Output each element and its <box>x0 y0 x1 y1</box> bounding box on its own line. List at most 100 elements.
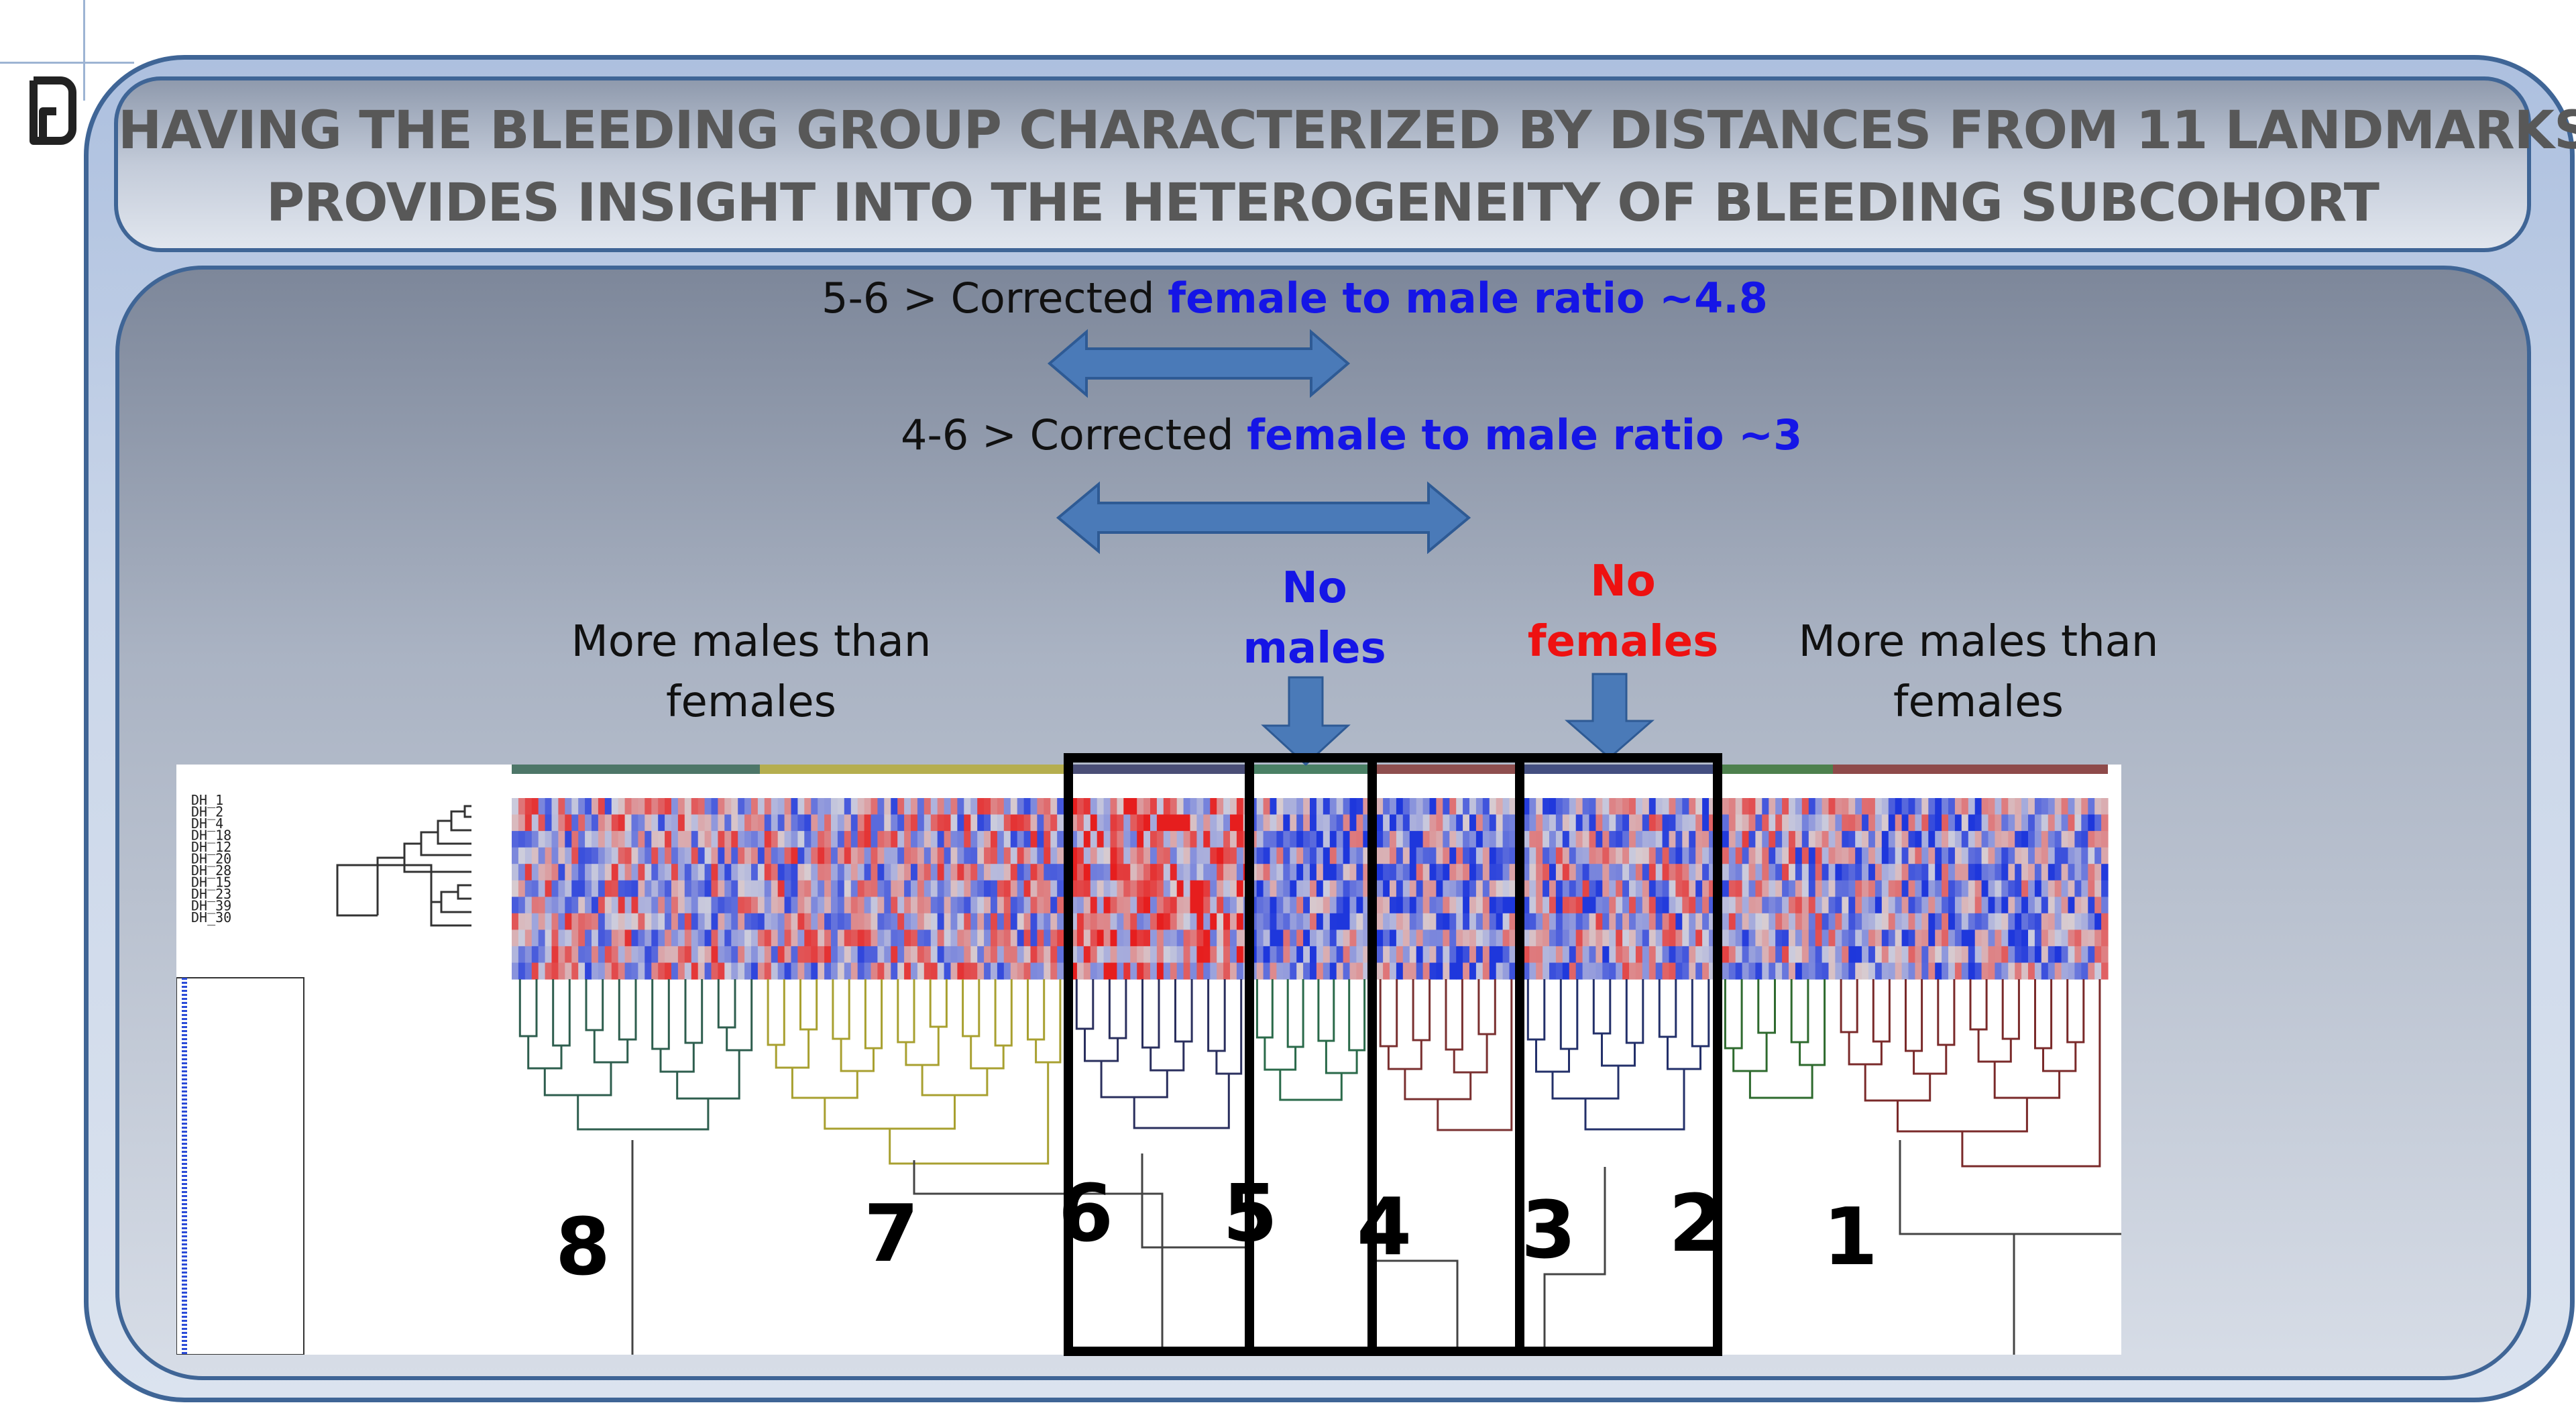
heatmap-cell <box>538 847 546 864</box>
heatmap-cell <box>585 929 592 947</box>
heatmap-cell <box>1463 962 1470 980</box>
heatmap-cell <box>1722 946 1730 963</box>
heatmap-cell <box>604 946 612 963</box>
heatmap-cell <box>2088 798 2095 815</box>
heatmap-cell <box>645 864 652 881</box>
row-label: DH_12 <box>191 839 231 855</box>
heatmap-cell <box>665 946 672 963</box>
heatmap-cell <box>1709 864 1716 881</box>
heatmap-cell <box>1137 913 1144 930</box>
heatmap-cell <box>1815 814 1823 832</box>
heatmap-cell <box>1176 847 1184 864</box>
heatmap-cell <box>611 798 619 815</box>
heatmap-cell <box>1862 929 1869 947</box>
heatmap-cell <box>1748 946 1756 963</box>
heatmap-cell <box>1921 798 1929 815</box>
heatmap-cell <box>1848 913 1856 930</box>
heatmap-cell <box>592 798 599 815</box>
heatmap-cell <box>791 814 798 832</box>
heatmap-cell <box>1196 946 1204 963</box>
heatmap-cell <box>1648 831 1657 848</box>
heatmap-cell <box>1954 962 1962 980</box>
heatmap-cell <box>1210 847 1217 864</box>
heatmap-cell <box>1981 831 1989 848</box>
heatmap-cell <box>1183 798 1191 815</box>
heatmap-cell <box>1017 897 1025 914</box>
heatmap-cell <box>1709 962 1716 980</box>
heatmap-cell <box>1137 946 1144 963</box>
heatmap-cell <box>1536 798 1543 815</box>
heatmap-cell <box>2001 929 2009 947</box>
heatmap-cell <box>1575 831 1583 848</box>
heatmap-cell <box>1509 880 1516 897</box>
heatmap-cell <box>797 913 805 930</box>
heatmap-cell <box>1795 880 1803 897</box>
heatmap-cell <box>1057 814 1064 832</box>
heatmap-cell <box>950 831 958 848</box>
heatmap-cell <box>1150 913 1158 930</box>
heatmap-cell <box>1928 814 1936 832</box>
heatmap-cell <box>944 962 952 980</box>
heatmap-cell <box>1529 847 1536 864</box>
heatmap-cell <box>2061 864 2069 881</box>
heatmap-cell <box>1170 897 1178 914</box>
ratio-annotation-5-6: 5-6 > Corrected female to male ratio ~4.… <box>822 274 1768 323</box>
heatmap-cell <box>2001 962 2009 980</box>
heatmap-cell <box>831 880 838 897</box>
heatmap-cell <box>1935 847 1942 864</box>
heatmap-cell <box>1868 798 1876 815</box>
heatmap-cell <box>1103 864 1111 881</box>
heatmap-cell <box>1217 929 1224 947</box>
heatmap-cell <box>1003 831 1011 848</box>
heatmap-cell <box>2061 913 2069 930</box>
heatmap-cell <box>2041 913 2049 930</box>
heatmap-cell <box>957 946 964 963</box>
heatmap-cell <box>1908 798 1915 815</box>
heatmap-cell <box>1888 798 1896 815</box>
heatmap-cell <box>1669 962 1676 980</box>
heatmap-cell <box>1629 962 1636 980</box>
heatmap-cell <box>1469 946 1477 963</box>
heatmap-cell <box>1842 962 1849 980</box>
row-dendrogram <box>336 805 471 927</box>
heatmap-cell <box>585 798 592 815</box>
heatmap-cell <box>724 897 732 914</box>
heatmap-cell <box>1842 847 1849 864</box>
heatmap-cell <box>2001 913 2009 930</box>
heatmap-cell <box>1343 814 1351 832</box>
heatmap-cell <box>2061 798 2069 815</box>
heatmap-cell <box>1609 847 1616 864</box>
heatmap-cell <box>1995 962 2002 980</box>
heatmap-cell <box>545 897 553 914</box>
heatmap-cell <box>1290 847 1297 864</box>
heatmap-cell <box>1961 847 1969 864</box>
row-label: DH_1 <box>191 792 223 808</box>
heatmap-cell <box>1881 814 1889 832</box>
heatmap-cell <box>711 847 718 864</box>
heatmap-cell <box>1522 880 1530 897</box>
heatmap-cell <box>1270 831 1277 848</box>
heatmap-cell <box>1396 897 1404 914</box>
heatmap-cell <box>1070 929 1078 947</box>
heatmap-cell <box>1363 847 1370 864</box>
heatmap-cell <box>2008 814 2015 832</box>
heatmap-cell <box>1482 913 1490 930</box>
heatmap-cell <box>1316 798 1324 815</box>
heatmap-cell <box>1728 798 1736 815</box>
heatmap-cell <box>1762 913 1769 930</box>
heatmap-cell <box>1748 962 1756 980</box>
heatmap-cell <box>651 929 659 947</box>
heatmap-cell <box>1283 831 1290 848</box>
heatmap-cell <box>1981 962 1989 980</box>
heatmap-cell <box>777 929 785 947</box>
heatmap-cell <box>578 946 585 963</box>
heatmap-cell <box>804 880 811 897</box>
heatmap-cell <box>1689 929 1696 947</box>
heatmap-cell <box>1422 962 1431 980</box>
heatmap-cell <box>904 946 911 963</box>
heatmap-cell <box>1835 946 1842 963</box>
heatmap-cell <box>1755 864 1762 881</box>
heatmap-cell <box>2074 814 2082 832</box>
heatmap-cell <box>1901 831 1909 848</box>
heatmap-cell <box>850 847 858 864</box>
